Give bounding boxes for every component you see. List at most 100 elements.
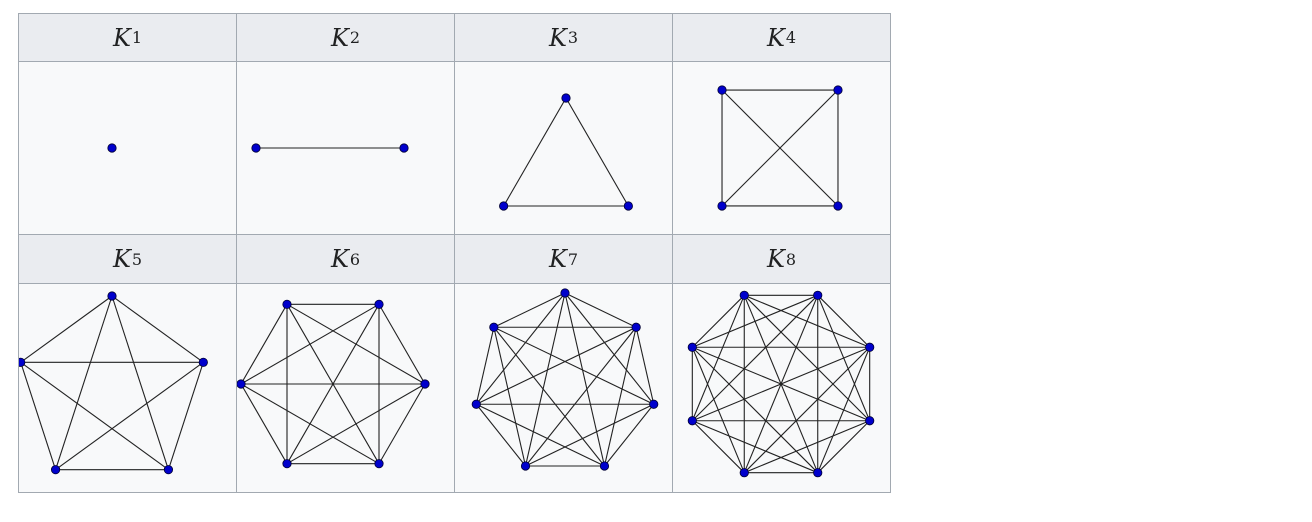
graph-cell-k7 [455,284,673,492]
edge [240,304,288,385]
graph-k1 [107,143,117,153]
vertex [813,468,823,478]
edge [565,97,629,207]
edge [635,327,655,405]
edge [493,326,605,467]
edge [240,383,288,464]
vertex [623,201,633,211]
graph-subscript: 6 [349,249,361,269]
graph-letter: K [112,245,131,273]
vertex [561,93,571,103]
graph-cell-k2 [237,62,455,235]
edge [20,362,57,470]
vertex [717,201,727,211]
edge [743,346,871,474]
graph-cell-k3 [455,62,673,235]
vertex [19,357,26,367]
edge [493,326,654,405]
graph-letter: K [112,23,131,52]
edge [692,420,818,474]
vertex [813,290,823,300]
edge [691,347,745,473]
edge [167,362,204,470]
graph-letter: K [330,245,349,273]
vertex [471,399,481,409]
vertex [107,143,117,153]
graph-letter: K [330,23,349,52]
graph-letter: K [548,245,567,273]
vertex [420,379,430,389]
edge [603,327,637,467]
edge [691,294,745,348]
graph-cell-k4 [673,62,890,235]
edge [475,292,566,405]
vertex [251,143,261,153]
vertex [282,459,292,469]
graph-cell-k5 [19,284,237,492]
edge [691,294,819,422]
edge [524,292,566,467]
graph-k3 [499,93,633,211]
graph-cell-k1 [19,62,237,235]
vertex [833,85,843,95]
graph-letter: K [766,23,785,52]
edge [493,292,566,328]
graph-k4 [717,85,843,211]
edge [475,327,495,405]
vertex [374,299,384,309]
graph-cell-k6 [237,284,455,492]
edge [743,294,871,422]
edge [743,295,819,473]
edge [378,304,426,385]
vertex [374,459,384,469]
vertex [198,357,208,367]
edge [817,420,871,474]
vertex [107,291,117,301]
graph-subscript: 2 [349,28,361,47]
edge [286,304,380,464]
graph-subscript: 3 [567,28,579,47]
edge [691,346,819,474]
vertex [649,399,659,409]
edge [476,403,605,467]
graph-k7 [471,288,659,471]
edge [20,361,169,471]
edge [240,383,380,465]
edge [604,403,655,467]
vertex [631,322,641,332]
edge [564,292,655,405]
vertex [399,143,409,153]
graph-subscript: 1 [131,28,143,47]
vertex [865,416,875,426]
edge [55,295,113,470]
vertex [739,290,749,300]
graph-k6 [237,299,430,469]
graph-subscript: 4 [785,28,797,47]
graph-subscript: 7 [567,249,579,269]
edge [111,295,169,470]
edge [55,361,204,471]
graph-letter: K [766,245,785,273]
vertex [50,465,61,475]
vertex [282,299,292,309]
edge [721,89,839,207]
vertex [560,288,570,298]
edge [286,303,426,385]
edge [378,383,426,464]
edge [564,292,637,328]
graph-k5 [19,291,208,475]
edge [817,294,871,348]
vertex [717,85,727,95]
vertex [833,201,843,211]
edge [503,97,567,207]
graph-subscript: 8 [785,249,797,269]
vertex [687,342,697,352]
